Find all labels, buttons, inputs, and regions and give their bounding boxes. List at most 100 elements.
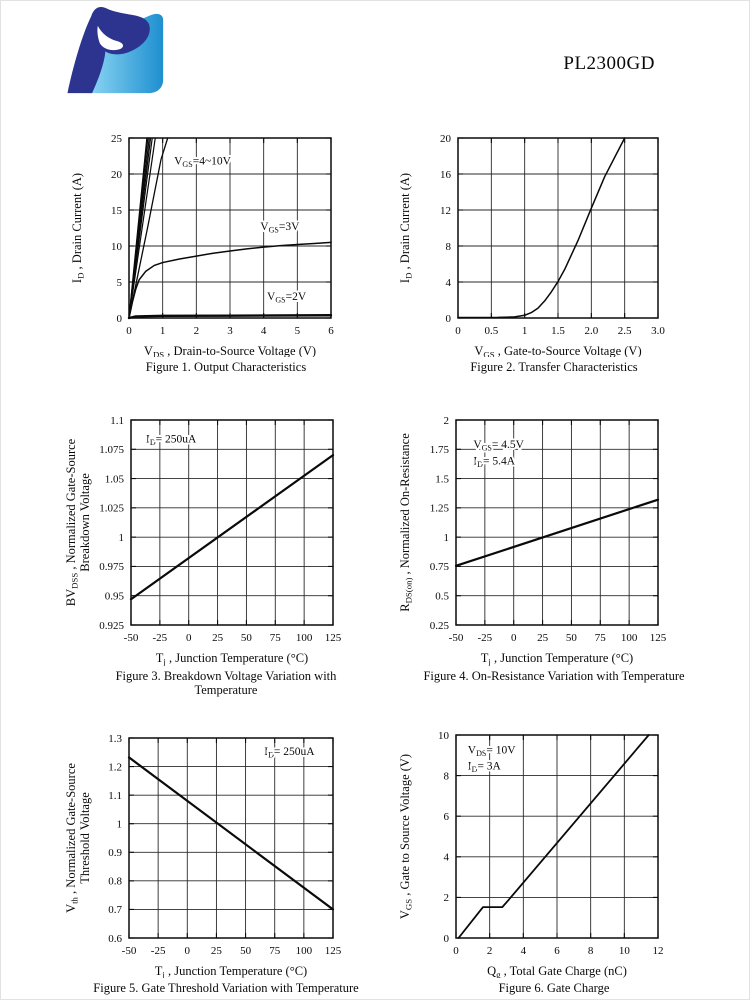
svg-text:20: 20	[440, 133, 452, 145]
svg-text:100: 100	[621, 632, 638, 644]
svg-text:2: 2	[487, 945, 493, 957]
svg-text:1: 1	[117, 819, 123, 831]
figure-3-breakdown-voltage: -50 -25 0 25 50 75 100 125 0.925 0.95 0.975 1 1.025 1…	[61, 408, 391, 698]
svg-text:VGS= 4.5V: VGS= 4.5V	[473, 439, 524, 453]
svg-text:-50: -50	[449, 632, 464, 644]
svg-text:0: 0	[126, 325, 132, 337]
svg-text:0.925: 0.925	[99, 620, 124, 632]
svg-text:4: 4	[444, 852, 450, 864]
svg-text:125: 125	[325, 945, 342, 957]
svg-text:6: 6	[328, 325, 334, 337]
svg-text:ID= 250uA: ID= 250uA	[146, 433, 197, 447]
svg-text:75: 75	[270, 632, 282, 644]
svg-text:16: 16	[440, 169, 452, 181]
svg-text:4: 4	[521, 945, 527, 957]
svg-text:1.5: 1.5	[435, 473, 449, 485]
svg-text:1.025: 1.025	[99, 503, 124, 515]
figure-6-chart: 0 2 4 6 8 10 12 0 2 4 6 8 10 VDS= 10V ID= 3A Qg , Total…	[398, 730, 664, 978]
figure-1-caption: Figure 1. Output Characteristics	[145, 360, 307, 374]
figure-2-transfer-characteristics: 0 0.5 1 1.5 2.0 2.5 3.0 0 4 8 12 16 20 VGS , Gate-to-…	[389, 125, 719, 374]
svg-text:75: 75	[595, 632, 607, 644]
svg-text:Tj , Junction Temperature (°C): Tj , Junction Temperature (°C)	[155, 964, 307, 978]
svg-text:0: 0	[446, 313, 452, 325]
svg-text:0.8: 0.8	[108, 876, 122, 888]
figure-1-chart: 0 1 2 3 4 5 6 0 5 10 15 20 25 VGS=4~10V VGS=3V VGS=2V VD…	[70, 133, 334, 357]
svg-text:5: 5	[117, 277, 123, 289]
svg-text:4: 4	[446, 277, 452, 289]
svg-text:50: 50	[241, 632, 253, 644]
svg-text:BVDSS , Normalized Gate-Source: BVDSS , Normalized Gate-Source	[64, 438, 80, 606]
svg-text:1: 1	[522, 325, 528, 337]
svg-text:0: 0	[455, 325, 461, 337]
svg-text:-25: -25	[151, 945, 166, 957]
svg-text:1.75: 1.75	[430, 444, 450, 456]
svg-text:3.0: 3.0	[651, 325, 665, 337]
svg-text:50: 50	[240, 945, 252, 957]
svg-text:RDS(on) , Normalized On-Resist: RDS(on) , Normalized On-Resistance	[398, 433, 414, 612]
svg-text:1.2: 1.2	[108, 761, 122, 773]
svg-text:-25: -25	[478, 632, 493, 644]
svg-text:VGS=2V: VGS=2V	[267, 291, 307, 305]
svg-text:10: 10	[619, 945, 631, 957]
svg-text:0.5: 0.5	[435, 591, 449, 603]
svg-text:1.1: 1.1	[110, 415, 124, 427]
svg-text:12: 12	[440, 205, 451, 217]
figure-3-chart: -50 -25 0 25 50 75 100 125 0.925 0.95 0.975 1 1.025 1…	[64, 415, 342, 666]
svg-text:2.0: 2.0	[584, 325, 598, 337]
svg-text:1.3: 1.3	[108, 733, 122, 745]
svg-text:VGS , Gate-to-Source Voltage (: VGS , Gate-to-Source Voltage (V)	[474, 344, 641, 357]
figure-5-caption: Figure 5. Gate Threshold Variation with …	[93, 981, 359, 995]
svg-text:-50: -50	[122, 945, 137, 957]
svg-text:1: 1	[119, 532, 125, 544]
svg-text:25: 25	[537, 632, 549, 644]
svg-text:2: 2	[444, 892, 450, 904]
svg-text:Vth , Normalized Gate-Source: Vth , Normalized Gate-Source	[64, 763, 80, 913]
logo-p-glyph	[67, 6, 150, 94]
svg-text:0.5: 0.5	[484, 325, 498, 337]
svg-text:1.25: 1.25	[430, 503, 450, 515]
brand-logo	[67, 6, 164, 94]
svg-text:100: 100	[296, 632, 313, 644]
svg-text:125: 125	[650, 632, 667, 644]
part-number: PL2300GD	[563, 53, 655, 74]
svg-text:1: 1	[160, 325, 166, 337]
svg-text:Qg , Total Gate Charge (nC): Qg , Total Gate Charge (nC)	[487, 964, 627, 978]
svg-text:ID , Drain Current (A): ID , Drain Current (A)	[70, 173, 86, 283]
figure-2-caption: Figure 2. Transfer Characteristics	[470, 360, 638, 374]
svg-text:0: 0	[444, 933, 450, 945]
svg-text:2: 2	[444, 415, 450, 427]
svg-text:0: 0	[117, 313, 123, 325]
svg-text:VDS , Drain-to-Source Voltage: VDS , Drain-to-Source Voltage (V)	[144, 344, 316, 357]
svg-text:6: 6	[444, 811, 450, 823]
svg-text:4: 4	[261, 325, 267, 337]
svg-text:Tj , Junction Temperature (°C): Tj , Junction Temperature (°C)	[156, 651, 308, 666]
svg-text:25: 25	[212, 632, 224, 644]
figure-5-gate-threshold: -50 -25 0 25 50 75 100 125 0.6 0.7 0.8 0.9 1 1.1 1.2 1.…	[61, 726, 391, 995]
svg-text:1: 1	[444, 532, 450, 544]
svg-text:8: 8	[444, 770, 450, 782]
svg-text:-25: -25	[153, 632, 168, 644]
svg-text:0.9: 0.9	[108, 847, 122, 859]
svg-text:0.6: 0.6	[108, 933, 122, 945]
svg-text:0: 0	[185, 945, 191, 957]
svg-text:10: 10	[111, 241, 123, 253]
figure-6-caption: Figure 6. Gate Charge	[498, 981, 610, 995]
svg-text:0.25: 0.25	[430, 620, 450, 632]
svg-text:1.1: 1.1	[108, 790, 122, 802]
figure-2-chart: 0 0.5 1 1.5 2.0 2.5 3.0 0 4 8 12 16 20 VGS , Gate-to-…	[398, 133, 665, 357]
svg-text:8: 8	[446, 241, 452, 253]
svg-text:1.05: 1.05	[105, 473, 125, 485]
logo-p-counter	[97, 25, 124, 51]
svg-text:75: 75	[269, 945, 281, 957]
svg-text:ID , Drain Current (A): ID , Drain Current (A)	[398, 173, 414, 283]
figure-4-on-resistance: -50 -25 0 25 50 75 100 125 0.25 0.5 0.75 1 1.25 1.5 1.…	[389, 408, 719, 683]
svg-text:20: 20	[111, 169, 123, 181]
svg-text:125: 125	[325, 632, 342, 644]
svg-text:Breakdown Voltage: Breakdown Voltage	[78, 473, 92, 572]
svg-text:VDS= 10V: VDS= 10V	[468, 744, 516, 758]
figure-3-caption: Figure 3. Breakdown Voltage Variation wi…	[115, 669, 337, 698]
svg-text:1.075: 1.075	[99, 444, 124, 456]
svg-text:VGS , Gate to Source Voltage (: VGS , Gate to Source Voltage (V)	[398, 754, 414, 919]
svg-text:0.75: 0.75	[430, 561, 450, 573]
